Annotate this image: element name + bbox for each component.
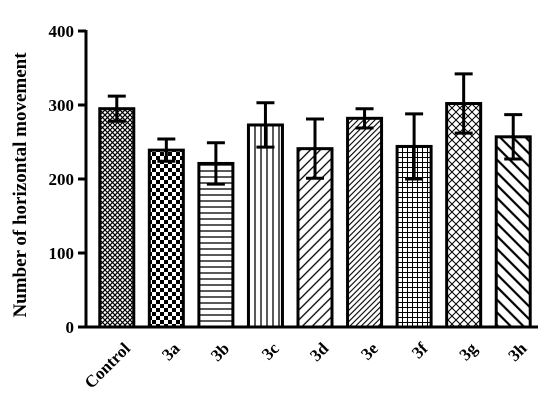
y-tick-label: 0 [66, 318, 75, 337]
y-axis-title: Number of horizontal movement [10, 52, 31, 318]
bar-3b [197, 161, 235, 329]
bar-series [98, 102, 532, 329]
x-tick-label: 3g [456, 339, 482, 365]
y-tick-label: 400 [49, 22, 75, 41]
x-tick-label: 3e [357, 339, 382, 364]
y-tick-label: 300 [49, 96, 75, 115]
x-tick-label: 3b [207, 339, 233, 365]
bar-3a [147, 148, 185, 329]
bar-3c [246, 123, 284, 329]
bar-3g [445, 102, 483, 329]
y-tick-label: 200 [49, 170, 75, 189]
x-tick-label: 3d [306, 339, 333, 366]
x-tick-label: 3a [158, 339, 184, 365]
x-tick-label: 3h [504, 339, 531, 366]
x-tick-label: 3f [408, 339, 432, 363]
bar-3h [494, 135, 532, 329]
y-tick-label: 100 [49, 244, 75, 263]
y-axis: 0 100 200 300 400 [49, 22, 86, 337]
bar-3e [346, 116, 384, 329]
bar-control [98, 107, 136, 329]
x-tick-label: 3c [258, 339, 283, 364]
x-axis: Control 3a 3b 3c 3d 3e 3f 3g 3h [81, 339, 531, 393]
x-tick-label: Control [81, 339, 134, 392]
error-bar-series [107, 72, 523, 186]
